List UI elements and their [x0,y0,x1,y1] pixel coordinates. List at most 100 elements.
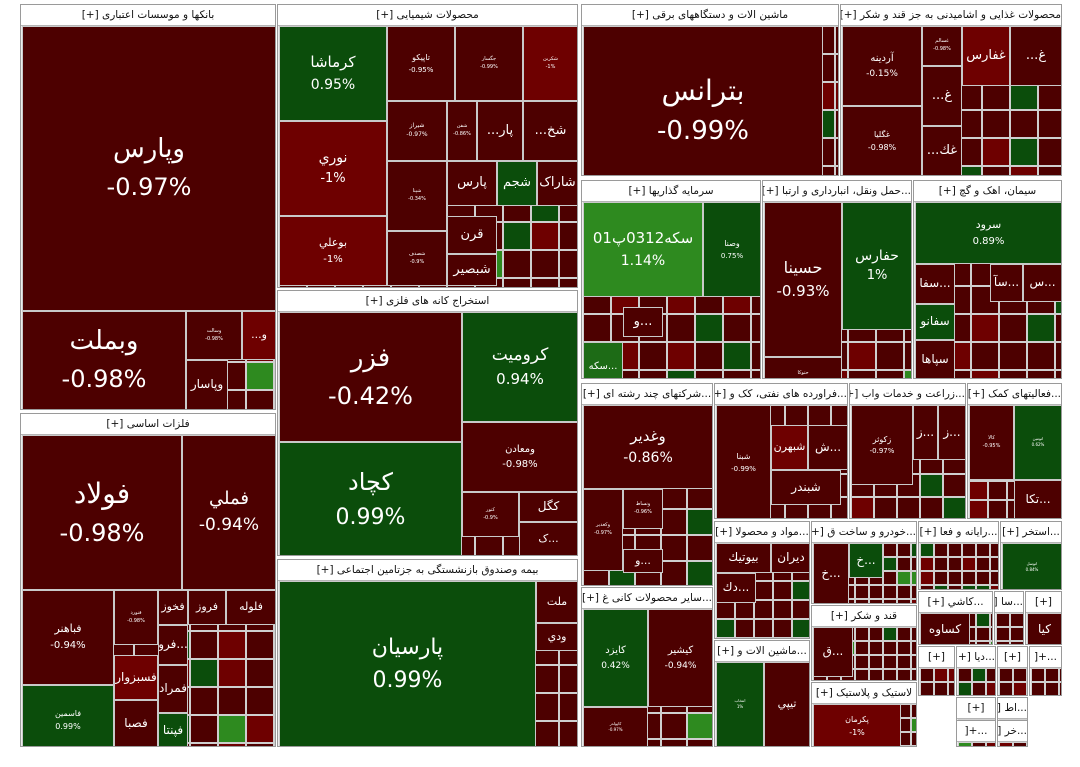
treemap-section-header[interactable]: لاستیک و پلاستیک [+] [812,683,916,704]
treemap-stock-tile[interactable]: كايزد 0.42% [583,609,648,707]
treemap-stock-tile[interactable]: كروميت 0.94% [462,312,577,422]
treemap-stock-tile[interactable]: فولاد -0.98% [22,435,182,590]
treemap-stock-tile[interactable]: ...ک [519,522,577,555]
treemap-stock-tile[interactable]: كگل [519,492,577,522]
treemap-stock-tile[interactable]: سفانو [915,304,955,340]
treemap-stock-tile[interactable]: جگسار -0.99% [455,26,523,101]
treemap-stock-tile[interactable]: فباهنر -0.94% [22,590,114,685]
treemap-stock-tile[interactable]: ...سفا [915,264,955,304]
treemap-section-header[interactable]: ...سا [+] [995,592,1023,613]
treemap-stock-tile[interactable]: ...خ [813,543,849,603]
treemap-stock-tile[interactable]: ديران [771,543,809,573]
treemap-section[interactable]: ...سا [+] [994,591,1024,645]
treemap-section-header[interactable]: بیمه وصندوق بازنشستگی به جزتامین اجتماعی… [278,560,577,581]
treemap-stock-tile[interactable]: ...دك [716,573,756,603]
treemap-section[interactable]: ...+[ [956,720,996,747]
treemap-stock-tile[interactable]: حسينا -0.93% [764,202,842,357]
treemap-section-header[interactable]: فلزات اساسی [+] [21,414,275,435]
treemap-stock-tile[interactable]: شکربن -1% [523,26,577,101]
treemap-stock-tile[interactable]: ملت [536,581,577,623]
treemap-stock-tile[interactable]: فسبزوار [114,655,158,700]
treemap-stock-tile[interactable]: وپاسار [186,360,228,409]
treemap-stock-tile[interactable]: شفن -0.86% [447,101,477,161]
treemap-section[interactable]: استخراج کانه های فلزی [+] فزر -0.42% كروميت… [277,290,578,556]
treemap-section[interactable]: ...كاشي [+] كساوه [918,591,993,645]
treemap-section[interactable]: ...حمل ونقل، انبارداری و ارتبا [+] حسينا -… [762,180,912,379]
treemap-section-header[interactable]: سرمایه گذاریها [+] [582,181,760,202]
treemap-stock-tile[interactable]: شپنا -0.34% [387,161,447,231]
treemap-stock-tile[interactable]: بيوتيك [716,543,771,573]
treemap-stock-tile[interactable]: كساوه [920,613,970,644]
treemap-stock-tile[interactable]: قرن [447,216,497,254]
treemap-stock-tile[interactable]: فروز [188,590,226,625]
treemap-stock-tile[interactable]: فپنتا [158,713,188,746]
treemap-section-header[interactable]: استخراج کانه های فلزی [+] [278,291,577,312]
treemap-section-header[interactable]: ...+[ [1030,647,1061,668]
treemap-section[interactable]: ...خودرو و ساخت ق [+] ...خ ...خ [811,521,917,604]
treemap-section[interactable]: ماشین الات و دستگاههای برقی [+] بترانس -0.… [581,4,839,176]
treemap-stock-tile[interactable]: شبهرن [771,425,808,470]
treemap-stock-tile[interactable]: ودي [536,623,577,651]
treemap-stock-tile[interactable]: غفارس [962,26,1010,86]
treemap-stock-tile[interactable]: ...و [623,549,663,573]
treemap-stock-tile[interactable]: ونساط -0.96% [623,489,663,529]
treemap-stock-tile[interactable]: شبندر [771,470,841,505]
treemap-section[interactable]: محصولات غذایی و اشامیدنی به جز قند و شکر… [840,4,1062,176]
treemap-section-header[interactable]: [+] [1026,592,1061,613]
treemap-section[interactable]: سرمایه گذاریها [+] سکه0312پ01 1.14% وصنا 0.7… [581,180,761,379]
treemap-stock-tile[interactable]: فمراد [158,665,188,713]
treemap-stock-tile[interactable]: فصبا [114,700,158,746]
treemap-section-header[interactable]: ...فعالیتهای کمک [+] [968,384,1061,405]
treemap-stock-tile[interactable]: ...تکا [1014,480,1061,518]
treemap-stock-tile[interactable]: وسالت -0.98% [186,311,242,360]
treemap-section-header[interactable]: سیمان، اهک و گچ [+] [914,181,1061,202]
treemap-section-header[interactable]: ...رایانه و فعا [+] [919,522,998,543]
treemap-section-header[interactable]: ...استخر [+] [1001,522,1061,543]
treemap-stock-tile[interactable]: حتوکا-0.99% [764,357,842,378]
treemap-stock-tile[interactable]: تاپیکو -0.95% [387,26,455,101]
treemap-section[interactable]: [+] [997,646,1028,696]
treemap-stock-tile[interactable]: سپاها [915,340,955,378]
treemap-section-header[interactable]: قند و شکر [+] [812,606,916,627]
treemap-section[interactable]: ...فراورده های نفتی، کک و [+] شبنا -0.99% ش… [714,383,848,519]
treemap-section[interactable]: ...سایر محصولات کانی غ [+] كايزد 0.42% كيشي… [581,587,713,747]
treemap-section[interactable]: ...مواد و محصولا [+] ديران بيوتيك ...دك [714,521,810,639]
treemap-section[interactable]: ...ماشین الات و [+] انتخاب 1% تيپي [714,640,810,747]
treemap-section-header[interactable]: ...ماشین الات و [+] [715,641,809,662]
treemap-stock-tile[interactable]: ...ز [913,405,938,460]
treemap-stock-tile[interactable]: غك... [922,126,962,175]
treemap-stock-tile[interactable]: شصدف -0.9% [387,231,447,286]
treemap-stock-tile[interactable]: پار... [477,101,523,161]
treemap-stock-tile[interactable]: ...خ [849,543,883,578]
treemap-section-header[interactable]: ...كاشي [+] [919,592,992,613]
treemap-stock-tile[interactable]: شيراز -0.97% [387,101,447,161]
treemap-section[interactable]: محصولات شیمیایی [+] کرماشا 0.95% تاپیکو -0.9… [277,4,578,288]
treemap-stock-tile[interactable]: کرماشا 0.95% [279,26,387,121]
treemap-section[interactable]: ...شرکتهای چند رشته ای [+] وغدير -0.86% وكغ… [581,383,713,586]
treemap-section-header[interactable]: [+] [957,698,995,719]
treemap-section-header[interactable]: ماشین الات و دستگاههای برقی [+] [582,5,838,26]
treemap-section-header[interactable]: ...مواد و محصولا [+] [715,522,809,543]
treemap-stock-tile[interactable]: وبملت -0.98% [22,311,186,409]
treemap-stock-tile[interactable]: پارس [447,161,497,206]
treemap-section[interactable]: سیمان، اهک و گچ [+] سرود 0.89% ...س ...سآ...… [913,180,1062,379]
treemap-section-header[interactable]: ...دیا [+] [957,647,995,668]
treemap-section-header[interactable]: بانکها و موسسات اعتباری [+] [21,5,275,26]
treemap-stock-tile[interactable]: پكرمان -1% [813,704,901,746]
treemap-stock-tile[interactable]: كيا [1027,613,1061,644]
treemap-stock-tile[interactable]: وپارس -0.97% [22,26,275,311]
treemap-stock-tile[interactable]: کاپولدر -0.97% [583,707,648,746]
treemap-stock-tile[interactable]: ...س [1023,264,1061,302]
treemap-section-header[interactable]: ...اط [+] [998,698,1027,719]
treemap-stock-tile[interactable]: ...ش [808,425,847,470]
treemap-section[interactable]: [+] كيا [1025,591,1062,645]
treemap-stock-tile[interactable]: نوري -1% [279,121,387,216]
treemap-stock-tile[interactable]: فنورد -0.98% [114,590,158,645]
treemap-section[interactable]: ...رایانه و فعا [+] [918,521,999,590]
treemap-section-header[interactable]: ...فراورده های نفتی، کک و [+] [715,384,847,405]
treemap-stock-tile[interactable]: سرود 0.89% [915,202,1061,264]
treemap-section[interactable]: لاستیک و پلاستیک [+] پكرمان -1% [811,682,917,747]
treemap-stock-tile[interactable]: و... [242,311,275,360]
treemap-stock-tile[interactable]: شبصير [447,254,497,286]
treemap-section[interactable]: ...دیا [+] [956,646,996,696]
